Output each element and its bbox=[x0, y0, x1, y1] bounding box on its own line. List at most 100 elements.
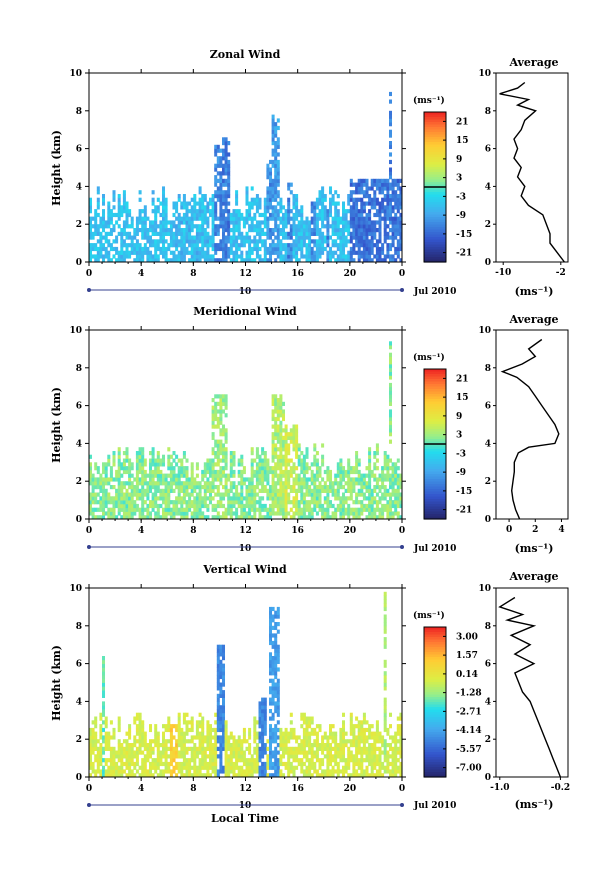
heat-cell bbox=[274, 197, 278, 202]
heat-cell bbox=[109, 258, 113, 263]
x-tick-label: 16 bbox=[291, 526, 304, 536]
colorbar-segment bbox=[424, 257, 446, 261]
heat-cell bbox=[240, 746, 244, 751]
heat-cell bbox=[240, 511, 244, 516]
heat-cell bbox=[135, 239, 139, 244]
heat-cell bbox=[172, 473, 176, 478]
heat-cell bbox=[282, 462, 286, 467]
heat-cell bbox=[94, 739, 98, 744]
heat-cell bbox=[326, 485, 330, 490]
heat-cell bbox=[248, 773, 252, 778]
heat-cell bbox=[209, 212, 213, 218]
colorbar-segment bbox=[424, 411, 446, 415]
heat-cell bbox=[128, 458, 132, 463]
heat-cell bbox=[102, 503, 106, 509]
heat-cell bbox=[222, 644, 226, 649]
heat-cell bbox=[227, 209, 231, 214]
heat-cell bbox=[368, 466, 372, 471]
heat-cell bbox=[315, 750, 319, 755]
heat-cell bbox=[141, 231, 145, 236]
heat-cell bbox=[271, 633, 275, 638]
x-tick-label: 8 bbox=[190, 526, 196, 536]
heat-cell bbox=[222, 239, 226, 244]
colorbar-segment bbox=[424, 381, 446, 385]
heat-cell bbox=[349, 743, 353, 748]
heat-cell bbox=[89, 250, 93, 255]
heat-cell bbox=[323, 731, 327, 736]
heat-cell bbox=[289, 254, 293, 259]
heat-cell bbox=[214, 243, 218, 248]
heat-cell bbox=[381, 466, 385, 471]
heat-cell bbox=[203, 194, 207, 199]
heat-cell bbox=[313, 209, 317, 214]
heat-cell bbox=[326, 750, 330, 755]
heat-cell bbox=[190, 746, 194, 751]
x-tick-label: 4 bbox=[138, 526, 144, 536]
heat-cell bbox=[107, 731, 111, 736]
heat-cell bbox=[258, 731, 262, 736]
heat-cell bbox=[271, 671, 275, 676]
heat-cell bbox=[146, 258, 150, 263]
heat-cell bbox=[310, 773, 314, 778]
heat-cell bbox=[146, 488, 150, 493]
heat-cell bbox=[271, 701, 275, 706]
heat-cell bbox=[302, 743, 306, 748]
heat-cell bbox=[180, 731, 184, 736]
heat-cell bbox=[378, 231, 382, 236]
heat-cell bbox=[342, 743, 346, 748]
heat-cell bbox=[389, 394, 393, 399]
heat-cell bbox=[253, 758, 257, 763]
heat-cell bbox=[182, 773, 186, 778]
heat-cell bbox=[240, 473, 244, 478]
heat-cell bbox=[222, 137, 226, 142]
heat-cell bbox=[240, 765, 244, 770]
heat-cell bbox=[219, 663, 223, 668]
heat-cell bbox=[180, 761, 184, 767]
heat-cell bbox=[216, 447, 220, 452]
heat-cell bbox=[182, 712, 186, 717]
heat-cell bbox=[276, 424, 280, 429]
heat-cell bbox=[276, 216, 280, 221]
heat-cell bbox=[216, 663, 220, 668]
heat-cell bbox=[115, 239, 119, 244]
heat-cell bbox=[182, 239, 186, 244]
heat-cell bbox=[389, 416, 393, 422]
heat-cell bbox=[143, 473, 147, 478]
heat-cell bbox=[193, 507, 197, 512]
heat-cell bbox=[211, 743, 215, 748]
heat-cell bbox=[156, 758, 160, 763]
heat-cell bbox=[222, 428, 226, 433]
heat-cell bbox=[227, 758, 231, 763]
heat-cell bbox=[102, 690, 106, 695]
heat-cell bbox=[133, 773, 137, 778]
heat-cell bbox=[143, 731, 147, 736]
heat-cell bbox=[195, 228, 199, 233]
heat-cell bbox=[224, 394, 228, 399]
heat-cell bbox=[120, 496, 124, 501]
heat-cell bbox=[172, 481, 176, 486]
heat-cell bbox=[305, 224, 309, 229]
heat-cell bbox=[355, 190, 359, 195]
heat-cell bbox=[391, 209, 395, 214]
heat-cell bbox=[188, 201, 192, 206]
heat-cell bbox=[107, 454, 111, 459]
heat-cell bbox=[214, 754, 218, 759]
heat-cell bbox=[122, 228, 126, 233]
heat-cell bbox=[133, 246, 137, 252]
heat-cell bbox=[378, 205, 382, 210]
heat-cell bbox=[284, 246, 288, 252]
heat-cell bbox=[284, 735, 288, 740]
heat-cell bbox=[375, 458, 379, 463]
heat-cell bbox=[269, 511, 273, 516]
heat-cell bbox=[203, 500, 207, 505]
heat-cell bbox=[180, 239, 184, 244]
heat-cell bbox=[287, 731, 291, 736]
heat-cell bbox=[162, 194, 166, 199]
heat-cell bbox=[284, 488, 288, 493]
heat-cell bbox=[167, 220, 171, 225]
heat-cell bbox=[349, 507, 353, 512]
heat-cell bbox=[135, 220, 139, 225]
heat-cell bbox=[302, 716, 306, 721]
heat-cell bbox=[282, 216, 286, 221]
colorbar-segment bbox=[424, 509, 446, 513]
